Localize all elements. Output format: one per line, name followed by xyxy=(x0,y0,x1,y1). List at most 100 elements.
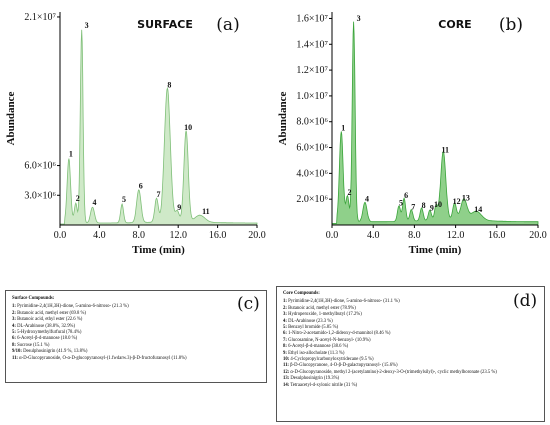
compound-item: 9: Ethyl iso-allocholate (11.3 %) xyxy=(283,351,538,357)
compound-name: Hydroperoxide, 1-methylbutyl (17.2%) xyxy=(286,312,362,318)
compound-item: 11: β-D-Glucopyranose, 4-O-β-D-galactopy… xyxy=(283,363,538,369)
peak-label: 8 xyxy=(422,201,426,210)
surface-compounds-list: 1: Pyrimidine-2,4(1H,3H)-dione, 5-amino-… xyxy=(12,304,260,362)
y-tick-label: 1.6×10⁷ xyxy=(296,13,328,24)
peak-label: 2 xyxy=(76,194,80,203)
panel-label-c: (c) xyxy=(237,294,260,314)
chromatogram-core: 0.0 4.0 8.0 12.0 16.0 20.0 2.0×10⁶ 4.0×10⁶ 6.0×1… xyxy=(277,12,547,256)
core-compounds-heading: Core Compounds: xyxy=(283,291,320,296)
compound-name: Butanoic acid, methyl ester (69.8 %) xyxy=(15,310,86,316)
compound-peak-number: 12: xyxy=(283,369,290,375)
compound-item: 4: DL-Arabinose (38.8%, 32.9%) xyxy=(12,324,260,330)
peak-label: 9 xyxy=(430,204,434,213)
x-tick-label: 12.0 xyxy=(447,230,465,241)
peak-label: 12 xyxy=(453,197,461,206)
compound-item: 6: 1-Nitro-2-acetamido-1,2-dideoxy-d-man… xyxy=(283,331,538,337)
compound-item: 8: Sucrose (15.1 %) xyxy=(12,343,260,349)
peak-label: 6 xyxy=(404,191,408,200)
compound-name: Sucrose (15.1 %) xyxy=(15,342,50,348)
x-tick-label: 4.0 xyxy=(93,230,106,241)
y-tick-label: 1.2×10⁷ xyxy=(296,65,328,76)
compound-peak-number: 1: xyxy=(12,304,16,310)
y-tick-label: 8.0×10⁶ xyxy=(296,117,328,128)
compound-peak-number: 2: xyxy=(12,310,16,316)
peak-label: 9 xyxy=(177,203,181,212)
compound-peak-number: 11: xyxy=(283,363,289,369)
compound-item: 12: α-D-Glucopyranoside, methyl 2-(acety… xyxy=(283,370,538,376)
compound-name: Butanoic acid, ethyl ester (22.6 %) xyxy=(15,317,83,323)
x-tick-label: 12.0 xyxy=(169,230,187,241)
x-tick-label: 4.0 xyxy=(367,230,380,241)
compound-item: 10: 4-Cyclopropylcarbonyloxytridecane (9… xyxy=(283,357,538,363)
peak-label: 1 xyxy=(69,150,73,159)
chromatogram-trace xyxy=(331,21,539,226)
compound-item: 14: Tetraacetyl-d-xylonic nitrile (31 %) xyxy=(283,383,538,389)
compound-peak-number: 9/10: xyxy=(12,349,22,355)
x-axis-label: Time (min) xyxy=(409,244,462,256)
compound-name: Glucosamine, N-acetyl-N-benzoyl- (10.9%) xyxy=(286,337,371,343)
compound-item: 13: Desulphosinigrin (19.3%) xyxy=(283,376,538,382)
compound-name: Ethyl iso-allocholate (11.3 %) xyxy=(286,350,345,356)
peak-label: 2 xyxy=(347,188,351,197)
compound-peak-number: 8: xyxy=(12,342,16,348)
compound-peak-number: 4: xyxy=(283,318,287,324)
compound-peak-number: 6: xyxy=(283,331,287,337)
x-tick-label: 0.0 xyxy=(54,230,67,241)
peak-label: 10 xyxy=(434,200,442,209)
panel-label-d: (d) xyxy=(513,291,538,311)
x-axis-label: Time (min) xyxy=(132,244,185,256)
chromatogram-surface: 0.0 4.0 8.0 12.0 16.0 20.0 3.0×10⁶ 6.0×10⁶ 2.1×1… xyxy=(5,12,266,256)
chromatogram-trace xyxy=(59,29,258,226)
peak-label: 11 xyxy=(202,207,210,216)
y-axis-label: Abundance xyxy=(5,91,17,145)
compound-item: 5: Benzoyl bromide (5.85 %) xyxy=(283,325,538,331)
compound-name: α-D-Glucopyranoside, methyl 2-(acetylami… xyxy=(289,369,497,375)
compound-item: 4: DL-Arabinose (23.3 %) xyxy=(283,319,538,325)
compound-item: 9/10: Desulphosinigrin (41.9 %, 13.8%) xyxy=(12,349,260,355)
peak-label: 7 xyxy=(157,190,161,199)
chart-title: SURFACE xyxy=(137,18,193,31)
compound-name: DL-Arabinose (38.8%, 32.9%) xyxy=(15,323,76,329)
compound-name: Pyrimidine-2,4(1H,3H)-dione, 5-amino-6-n… xyxy=(15,304,129,310)
peak-label: 14 xyxy=(474,205,482,214)
compound-name: Desulphosinigrin (19.3%) xyxy=(289,376,340,382)
compound-name: β-D-Glucopyranose, 4-O-β-D-galactopyrano… xyxy=(289,363,398,369)
compound-item: 2: Butanoic acid, methyl ester (78.9%) xyxy=(283,306,538,312)
compound-peak-number: 9: xyxy=(283,350,287,356)
core-compounds-list: 1: Pyrimidine-2,4(1H,3H)-dione, 5-amino-… xyxy=(283,299,538,389)
x-tick-label: 16.0 xyxy=(488,230,506,241)
core-compounds-box: Core Compounds: 1: Pyrimidine-2,4(1H,3H)… xyxy=(276,286,545,422)
compound-peak-number: 10: xyxy=(283,357,290,363)
compound-peak-number: 5: xyxy=(283,325,287,331)
peak-label: 10 xyxy=(184,123,192,132)
y-tick-label: 2.1×10⁷ xyxy=(24,12,56,23)
panel-label: (a) xyxy=(216,15,239,35)
peak-label: 8 xyxy=(167,80,171,89)
compound-item: 11: α-D-Glucopyranoside, O-α-D-glucopyra… xyxy=(12,356,260,362)
surface-compounds-heading: Surface Compounds: xyxy=(12,296,55,301)
compound-item: 3: Hydroperoxide, 1-methylbutyl (17.2%) xyxy=(283,312,538,318)
y-tick-label: 6.0×10⁶ xyxy=(24,161,56,172)
y-tick-label: 1.0×10⁷ xyxy=(296,91,328,102)
compound-name: 6-Acetyl-β-d-mannose (38.6 %) xyxy=(286,344,349,350)
compound-item: 6: 6-Acetyl-β-d-mannose (18.0 %) xyxy=(12,336,260,342)
y-axis-label: Abundance xyxy=(277,91,289,145)
compound-name: α-D-Glucopyranoside, O-α-D-glucopyranosy… xyxy=(18,355,187,361)
peak-label: 4 xyxy=(93,198,97,207)
compound-name: 1-Nitro-2-acetamido-1,2-dideoxy-d-mannit… xyxy=(286,331,391,337)
peak-label: 7 xyxy=(411,202,415,211)
peak-label: 5 xyxy=(122,195,126,204)
peak-label: 3 xyxy=(357,14,361,23)
y-tick-label: 4.0×10⁶ xyxy=(296,168,328,179)
x-tick-label: 8.0 xyxy=(408,230,421,241)
compound-peak-number: 8: xyxy=(283,344,287,350)
compound-name: Pyrimidine-2,4(1H,3H)-dione, 5-amino-6-n… xyxy=(286,299,400,305)
compound-name: 6-Acetyl-β-d-mannose (18.0 %) xyxy=(15,336,78,342)
y-tick-label: 2.0×10⁶ xyxy=(296,194,328,205)
compound-name: Tetraacetyl-d-xylonic nitrile (31 %) xyxy=(289,382,358,388)
compound-item: 1: Pyrimidine-2,4(1H,3H)-dione, 5-amino-… xyxy=(12,304,260,310)
peak-label: 5 xyxy=(399,199,403,208)
x-tick-label: 8.0 xyxy=(133,230,146,241)
compound-peak-number: 2: xyxy=(283,305,287,311)
compound-name: Butanoic acid, methyl ester (78.9%) xyxy=(286,305,356,311)
